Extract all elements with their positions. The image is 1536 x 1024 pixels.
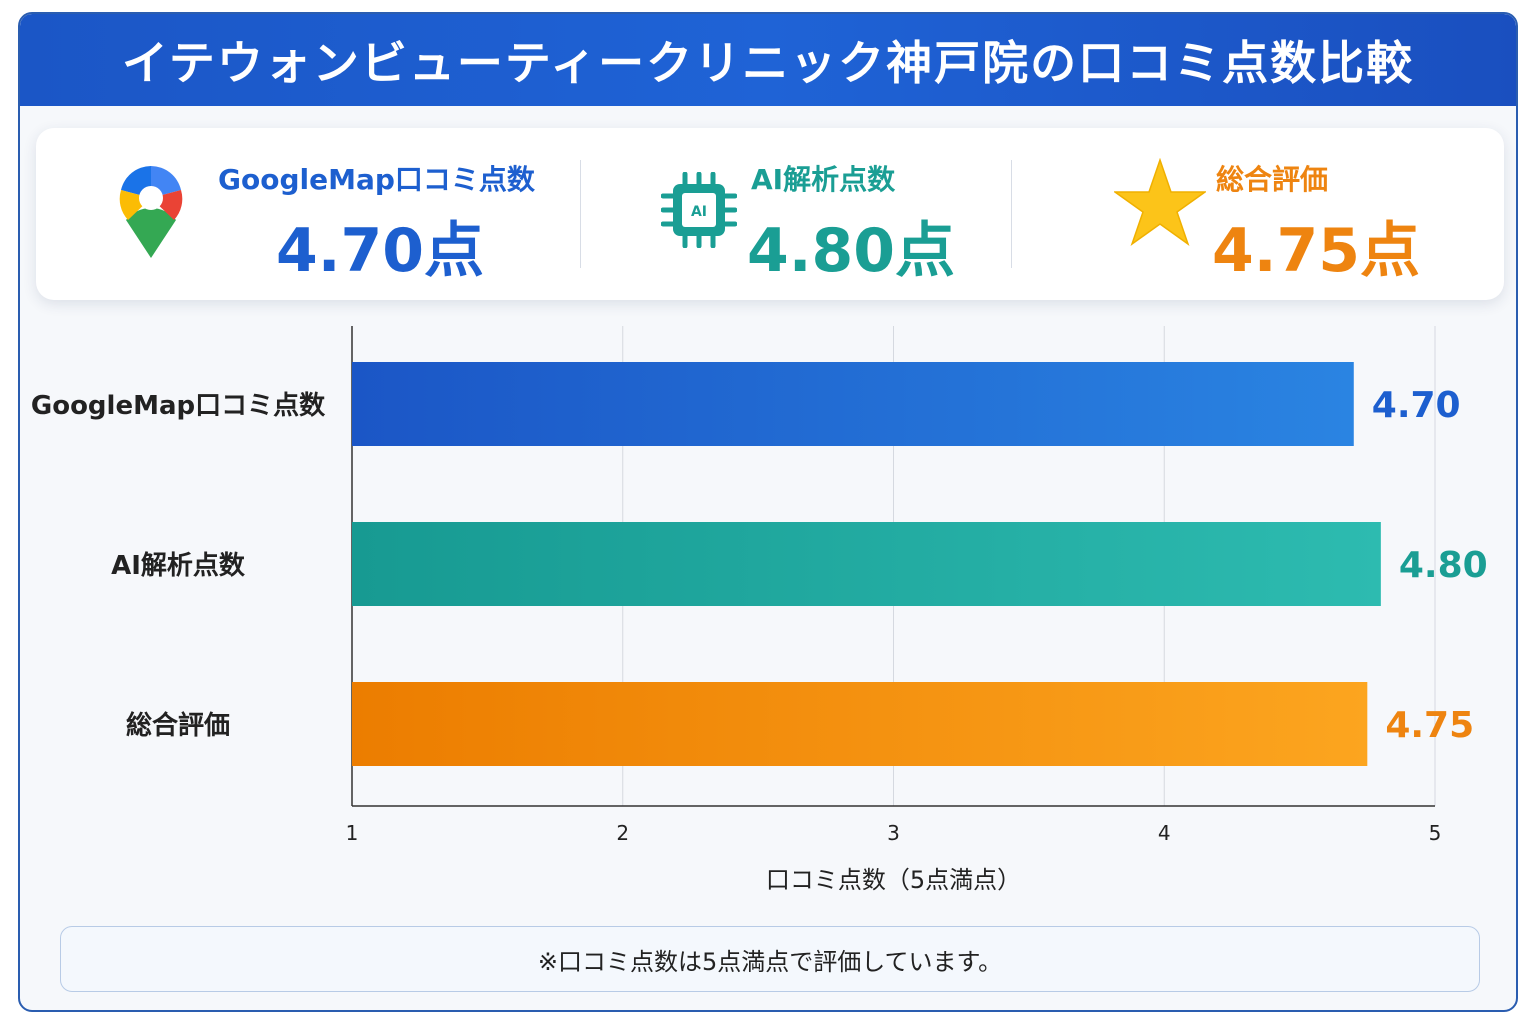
data-label: 4.75	[1385, 705, 1474, 746]
google-score-value: 4.70点	[276, 216, 485, 286]
total-score-card: 総合評価 4.75点	[1012, 128, 1504, 300]
bar-chart: 1 2 3 4 5 口コミ点数（5点満点） GoogleMap口コミ点数 4.70 AI解析点数…	[31, 326, 1488, 894]
ai-score-value: 4.80点	[747, 216, 956, 286]
bar	[352, 522, 1381, 606]
category-label: AI解析点数	[111, 550, 246, 581]
ai-chip-label: AI	[691, 204, 707, 220]
x-tick-label: 1	[346, 821, 359, 845]
footnote: ※口コミ点数は5点満点で評価しています。	[60, 926, 1480, 992]
category-label: 総合評価	[126, 710, 230, 741]
page-title: イテウォンビューティークリニック神戸院の口コミ点数比較	[121, 36, 1415, 90]
google-score-label: GoogleMap口コミ点数	[218, 163, 535, 196]
x-axis-label: 口コミ点数（5点満点）	[766, 866, 1021, 894]
x-tick-label: 5	[1429, 821, 1442, 845]
bar	[352, 362, 1354, 446]
ai-score-label: AI解析点数	[751, 163, 896, 196]
ai-chip-icon: AI	[661, 172, 737, 248]
summary-divider	[580, 160, 581, 268]
total-score-value: 4.75点	[1212, 216, 1421, 286]
x-tick-label: 3	[887, 821, 900, 845]
data-label: 4.70	[1372, 385, 1461, 426]
x-tick-label: 2	[616, 821, 629, 845]
infographic-frame: イテウォンビューティークリニック神戸院の口コミ点数比較 GoogleMap口コミ…	[18, 12, 1518, 1012]
title-bar: イテウォンビューティークリニック神戸院の口コミ点数比較	[20, 14, 1516, 106]
data-label: 4.80	[1399, 545, 1488, 586]
map-pin-icon	[119, 166, 183, 258]
ai-score-card: AI AI解析点数 4.80点	[581, 128, 1011, 300]
star-icon	[1114, 158, 1206, 246]
summary-divider	[1011, 160, 1012, 268]
total-score-label: 総合評価	[1216, 163, 1329, 196]
summary-panel: GoogleMap口コミ点数 4.70点 AI AI解析点数 4.80点	[36, 128, 1504, 300]
category-label: GoogleMap口コミ点数	[31, 390, 326, 421]
x-tick-label: 4	[1158, 821, 1171, 845]
google-score-card: GoogleMap口コミ点数 4.70点	[36, 128, 581, 300]
bar	[352, 682, 1368, 766]
